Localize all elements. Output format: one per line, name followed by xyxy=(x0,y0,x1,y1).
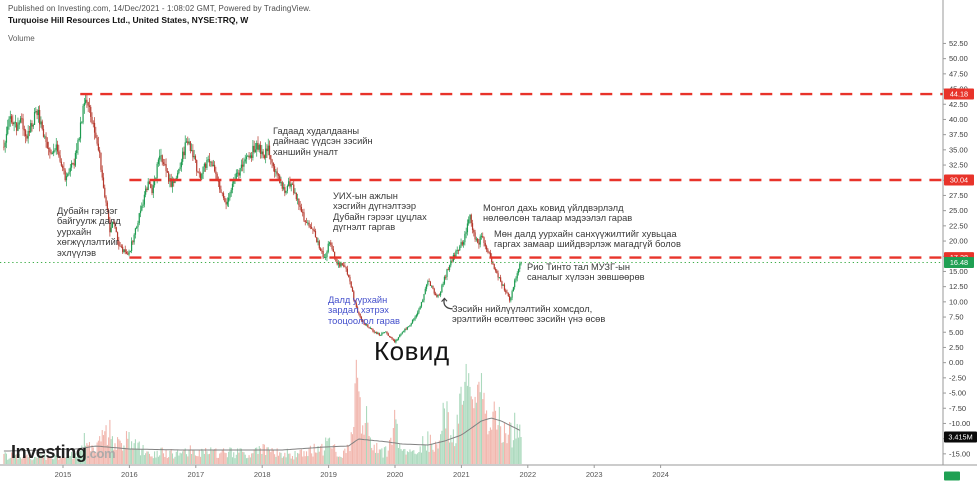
svg-text:42.50: 42.50 xyxy=(949,100,968,109)
svg-text:52.50: 52.50 xyxy=(949,39,968,48)
published-line: Published on Investing.com, 14/Dec/2021 … xyxy=(8,4,311,13)
svg-text:40.00: 40.00 xyxy=(949,115,968,124)
svg-text:2023: 2023 xyxy=(586,470,603,479)
svg-text:2016: 2016 xyxy=(121,470,138,479)
svg-text:44.18: 44.18 xyxy=(950,90,968,99)
annotation-parliament: УИХ-ын ажлын хэсгийн дүгнэлтээр Дубайн г… xyxy=(333,191,427,233)
svg-text:22.50: 22.50 xyxy=(949,221,968,230)
svg-text:2021: 2021 xyxy=(453,470,470,479)
svg-text:5.00: 5.00 xyxy=(949,328,964,337)
svg-text:27.50: 27.50 xyxy=(949,191,968,200)
svg-text:12.50: 12.50 xyxy=(949,282,968,291)
svg-text:2017: 2017 xyxy=(187,470,204,479)
annotation-covid-news: Монгол дахь ковид үйлдвэрлэлд нөлөөлсөн … xyxy=(483,203,633,224)
svg-text:20.00: 20.00 xyxy=(949,237,968,246)
watermark-suffix: .com xyxy=(86,446,116,461)
svg-text:-5.00: -5.00 xyxy=(949,389,966,398)
covid-label: Ковид xyxy=(374,336,450,366)
svg-text:37.50: 37.50 xyxy=(949,130,968,139)
svg-text:-10.00: -10.00 xyxy=(949,419,970,428)
curved-arrow-icon xyxy=(441,297,453,310)
svg-text:16.48: 16.48 xyxy=(950,258,968,267)
svg-text:3.415M: 3.415M xyxy=(948,433,972,442)
investing-watermark: Investing.com xyxy=(11,442,116,463)
svg-text:47.50: 47.50 xyxy=(949,69,968,78)
svg-text:50.00: 50.00 xyxy=(949,54,968,63)
watermark-brand: Investing xyxy=(11,442,87,462)
svg-text:2.50: 2.50 xyxy=(949,343,964,352)
annotation-copper-price: Зэсийн нийлүүлэлтийн хомсдол, эрэлтийн ө… xyxy=(452,304,606,325)
svg-text:2019: 2019 xyxy=(320,470,337,479)
svg-text:32.50: 32.50 xyxy=(949,161,968,170)
volume-pane-label: Volume xyxy=(8,34,35,43)
svg-text:2020: 2020 xyxy=(387,470,404,479)
svg-text:15.00: 15.00 xyxy=(949,267,968,276)
annotation-cost-overrun: Далд уурхайн зардал хэтрэх тооцоолол гар… xyxy=(328,295,400,326)
svg-text:2024: 2024 xyxy=(652,470,669,479)
svg-text:35.00: 35.00 xyxy=(949,145,968,154)
svg-text:0.00: 0.00 xyxy=(949,358,964,367)
svg-text:2018: 2018 xyxy=(254,470,271,479)
svg-text:-7.50: -7.50 xyxy=(949,404,966,413)
svg-text:-15.00: -15.00 xyxy=(949,449,970,458)
svg-text:30.04: 30.04 xyxy=(950,176,968,185)
svg-text:-2.50: -2.50 xyxy=(949,373,966,382)
annotation-rio-tinto: Рио Тинто тал МУЗГ-ын саналыг хүлээн зөв… xyxy=(527,262,645,283)
svg-text:2022: 2022 xyxy=(519,470,536,479)
annotation-trade-war: Гадаад худалдааны дайнаас үүдсэн зэсийн … xyxy=(273,126,373,157)
instrument-title: Turquoise Hill Resources Ltd., United St… xyxy=(8,15,249,25)
annotation-dubai-agreement: Дубайн гэрээг байгуулж далд уурхайн хөгж… xyxy=(57,206,121,258)
svg-text:7.50: 7.50 xyxy=(949,313,964,322)
svg-text:10.00: 10.00 xyxy=(949,297,968,306)
svg-text:2015: 2015 xyxy=(55,470,72,479)
svg-text:25.00: 25.00 xyxy=(949,206,968,215)
annotation-financing: Мөн далд уурхайн санхүүжилтийг хувьцаа г… xyxy=(494,229,681,250)
